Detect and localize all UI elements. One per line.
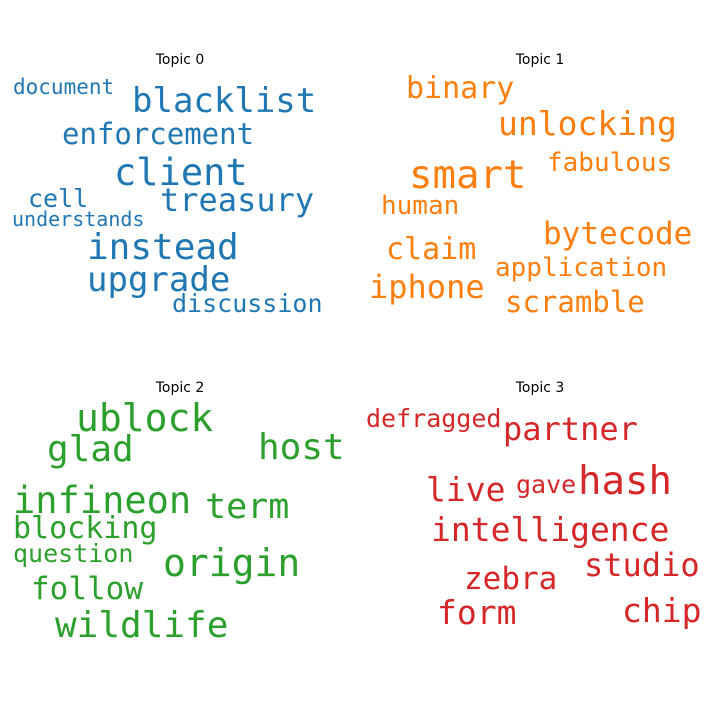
topic-3-word: gave — [516, 470, 577, 499]
topic-1-word: smart — [409, 153, 527, 198]
topic-2-word: follow — [31, 571, 143, 607]
topic-3-word: studio — [584, 546, 700, 584]
topic-3-word: partner — [503, 410, 638, 448]
topic-1-word: human — [381, 191, 460, 221]
topic-0-word: client — [114, 151, 248, 194]
topic-0-word: blacklist — [132, 81, 317, 121]
topic-1-word: bytecode — [543, 216, 693, 252]
topic-3-word: intelligence — [431, 510, 670, 549]
topic-1-word: binary — [406, 71, 515, 106]
topic-0-title: Topic 0 — [155, 52, 205, 68]
topic-0-word: document — [13, 75, 115, 99]
topic-0-word: cell — [28, 184, 89, 213]
topic-3-word: form — [437, 593, 517, 632]
topic-2-word: blocking — [13, 511, 158, 546]
topic-3-word: hash — [578, 459, 672, 504]
topic-2-word: host — [258, 427, 345, 468]
topic-1-title: Topic 1 — [515, 52, 565, 68]
topic-0-word: discussion — [172, 289, 323, 318]
topic-3-panel: Topic 3 defragged partner hash live gave… — [360, 360, 720, 720]
topic-2-word: origin — [163, 541, 301, 585]
topic-1-word: unlocking — [498, 104, 677, 143]
topic-0-word: understands — [12, 207, 145, 231]
topic-1-word: claim — [386, 232, 477, 267]
topic-1-word: application — [495, 253, 668, 283]
topic-1-panel: Topic 1 binary unlocking smart fabulous … — [360, 0, 720, 360]
topic-2-word: infineon — [13, 479, 192, 522]
topic-0-word: upgrade — [87, 260, 231, 300]
topic-3-word: live — [426, 470, 506, 509]
topic-1-word: iphone — [369, 268, 485, 306]
topic-0-word: enforcement — [62, 117, 255, 151]
topic-2-word: question — [13, 539, 134, 568]
topic-2-word: wildlife — [55, 605, 229, 646]
topic-0-word: treasury — [160, 181, 315, 219]
topic-0-word: instead — [87, 227, 239, 268]
topic-2-word: term — [205, 487, 290, 527]
topic-3-word: defragged — [366, 404, 502, 433]
topic-3-word: zebra — [464, 561, 558, 597]
topic-0-panel: Topic 0 document blacklist enforcement c… — [0, 0, 360, 360]
topic-2-title: Topic 2 — [155, 380, 205, 396]
topic-2-panel: Topic 2 ublock glad host infineon term b… — [0, 360, 360, 720]
topic-3-word: chip — [622, 591, 702, 630]
topic-2-word: ublock — [76, 396, 214, 440]
topic-3-title: Topic 3 — [515, 380, 565, 396]
topic-1-word: fabulous — [547, 148, 673, 178]
topic-1-word: scramble — [505, 285, 645, 319]
topic-2-word: glad — [47, 429, 134, 470]
